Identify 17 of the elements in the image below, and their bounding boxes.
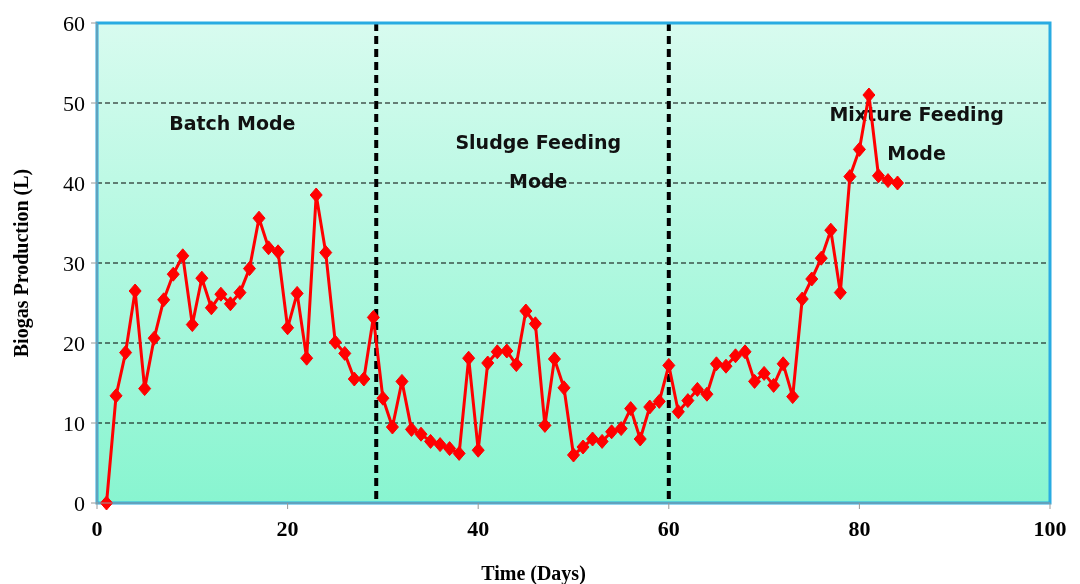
x-tick-label: 20 <box>276 516 299 541</box>
y-tick-label: 10 <box>63 410 85 436</box>
y-tick-label: 50 <box>63 90 85 116</box>
y-tick-label: 0 <box>74 490 85 516</box>
y-tick-label: 40 <box>63 170 85 196</box>
x-tick-label: 80 <box>848 516 871 541</box>
y-tick-label: 20 <box>63 330 85 356</box>
y-axis-title: Biogas Production (L) <box>10 168 33 358</box>
x-tick-label: 40 <box>467 516 490 541</box>
x-tick-label: 100 <box>1033 516 1067 541</box>
y-tick-label: 60 <box>63 10 85 36</box>
y-tick-label: 30 <box>63 250 85 276</box>
annotation: Batch Mode <box>169 112 296 135</box>
annotation: Sludge Feeding Mode <box>455 130 622 192</box>
x-tick-label: 60 <box>657 516 680 541</box>
x-tick-label: 0 <box>91 516 103 541</box>
x-axis-title: Time (Days) <box>481 562 586 584</box>
